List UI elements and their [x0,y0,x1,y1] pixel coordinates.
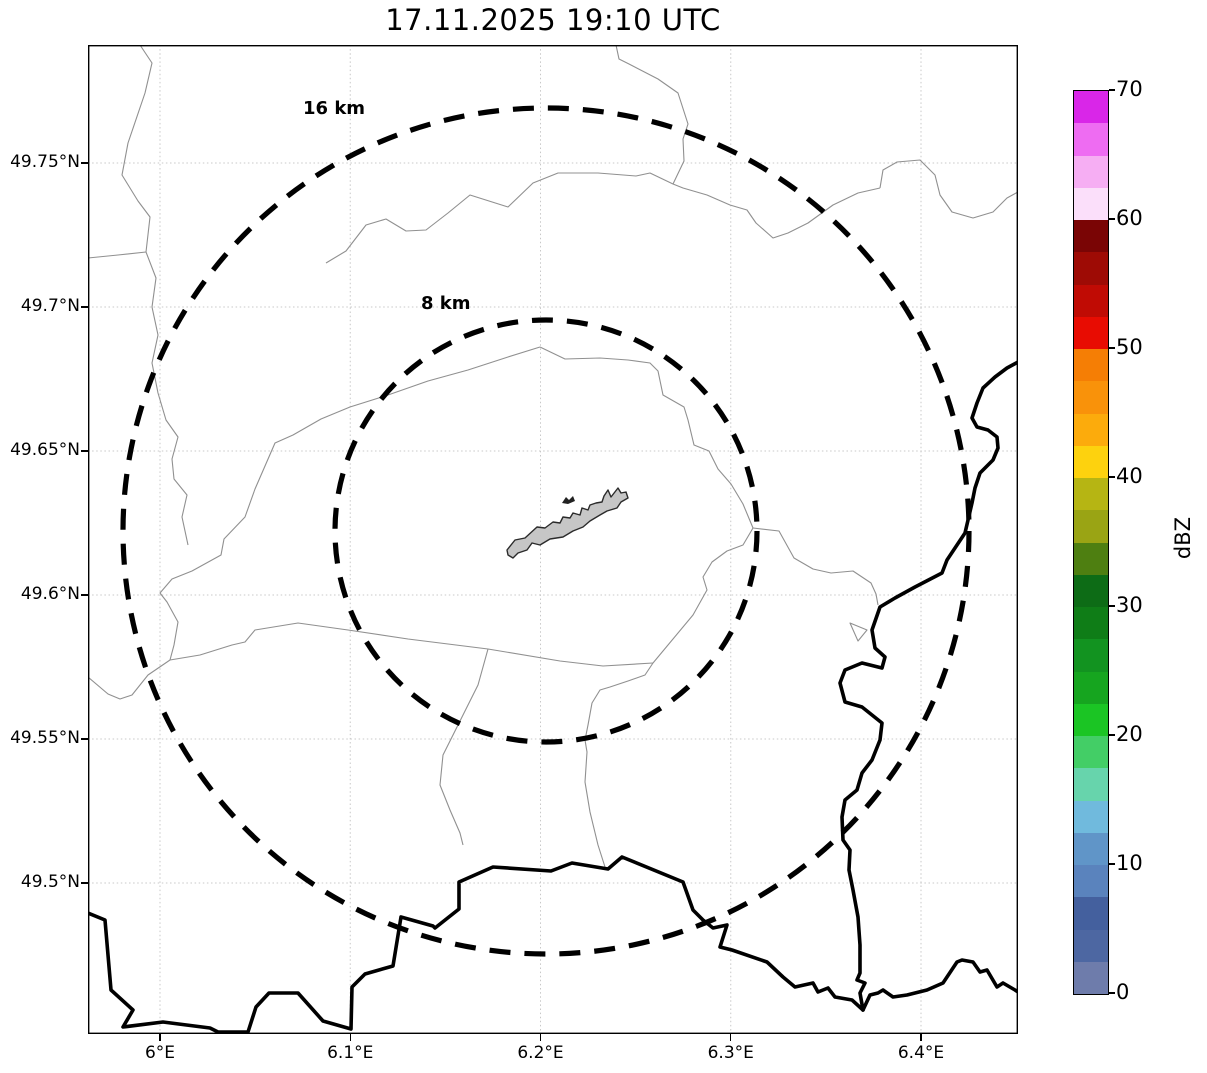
colorbar-band [1074,413,1108,446]
colorbar-band [1074,445,1108,478]
x-tick-mark [920,1034,922,1041]
y-tick-mark [81,738,88,740]
radar-site-marker [562,496,575,504]
colorbar [1073,90,1109,995]
colorbar-tick-mark [1108,347,1115,349]
plot-title: 17.11.2025 19:10 UTC [385,3,721,37]
colorbar-band [1074,800,1108,833]
colorbar-band [1074,187,1108,220]
colorbar-band [1074,671,1108,704]
colorbar-tick-label: 70 [1116,77,1143,101]
colorbar-tick-mark [1108,734,1115,736]
y-tick-label: 49.65°N [10,440,80,460]
y-tick-mark [81,882,88,884]
map-canvas [88,45,1018,1034]
x-tick-label: 6°E [144,1043,176,1063]
colorbar-band [1074,736,1108,769]
y-tick-mark [81,594,88,596]
colorbar-band [1074,639,1108,672]
axes-frame [88,45,1018,1034]
admin-line [159,346,541,661]
colorbar-band [1074,316,1108,349]
y-tick-label: 49.5°N [20,872,80,892]
colorbar-band [1074,349,1108,382]
colorbar-band [1074,381,1108,414]
admin-line [88,251,147,259]
admin-line [752,527,879,606]
range-ring-16km [120,105,972,957]
colorbar-tick-mark [1108,863,1115,865]
colorbar-band [1074,703,1108,736]
lat-lon-gridlines [88,45,1018,1034]
country-border-east [838,360,1018,1012]
colorbar-band [1074,865,1108,898]
colorbar-tick-label: 60 [1116,206,1143,230]
country-border-lines [88,360,1018,1034]
admin-boundary-lines [88,45,1018,868]
airport-outline-polygon [506,487,629,559]
colorbar-band [1074,574,1108,607]
colorbar-band [1074,961,1108,994]
y-tick-mark [81,162,88,164]
admin-line [849,622,868,642]
admin-line [88,659,171,700]
colorbar-tick-mark [1108,89,1115,91]
x-tick-label: 6.1°E [327,1043,374,1063]
x-tick-label: 6.4°E [897,1043,945,1063]
range-ring-16km-label: 16 km [303,98,366,119]
colorbar-tick-label: 30 [1116,593,1143,617]
y-tick-label: 49.75°N [10,152,80,172]
colorbar-axis-label: dBZ [1171,516,1195,560]
y-tick-label: 49.7°N [20,296,80,316]
colorbar-band [1074,510,1108,543]
colorbar-tick-label: 20 [1116,722,1143,746]
range-ring-8km [332,317,760,745]
colorbar-band [1074,897,1108,930]
colorbar-tick-mark [1108,218,1115,220]
colorbar-tick-label: 40 [1116,464,1143,488]
y-tick-mark [81,306,88,308]
x-tick-mark [730,1034,732,1041]
range-rings [120,105,972,957]
y-tick-label: 49.55°N [10,728,80,748]
colorbar-tick-mark [1108,476,1115,478]
colorbar-band [1074,832,1108,865]
x-tick-label: 6.2°E [517,1043,564,1063]
airport-outline [506,487,629,559]
y-tick-label: 49.6°N [20,584,80,604]
country-border-south [88,855,865,1034]
range-ring-8km-label: 8 km [421,293,471,314]
colorbar-band [1074,155,1108,188]
colorbar-band [1074,929,1108,962]
colorbar-band [1074,284,1108,317]
colorbar-tick-label: 50 [1116,335,1143,359]
y-tick-mark [81,450,88,452]
colorbar-band [1074,252,1108,285]
colorbar-tick-mark [1108,605,1115,607]
colorbar-tick-label: 0 [1116,980,1130,1004]
admin-line [615,45,689,185]
colorbar-band [1074,220,1108,253]
colorbar-band [1074,478,1108,511]
colorbar-tick-label: 10 [1116,851,1143,875]
admin-line [539,346,754,529]
colorbar-band [1074,768,1108,801]
colorbar-band [1074,607,1108,640]
admin-line [121,45,189,546]
colorbar-tick-mark [1108,992,1115,994]
x-tick-mark [349,1034,351,1041]
x-tick-mark [539,1034,542,1041]
admin-line [879,159,1018,219]
colorbar-band [1074,91,1108,124]
colorbar-band [1074,123,1108,156]
admin-line [439,648,489,846]
admin-line [584,527,754,868]
x-tick-label: 6.3°E [707,1043,754,1063]
admin-line [325,172,881,264]
admin-line [169,622,654,667]
colorbar-band [1074,542,1108,575]
x-tick-mark [159,1034,161,1041]
